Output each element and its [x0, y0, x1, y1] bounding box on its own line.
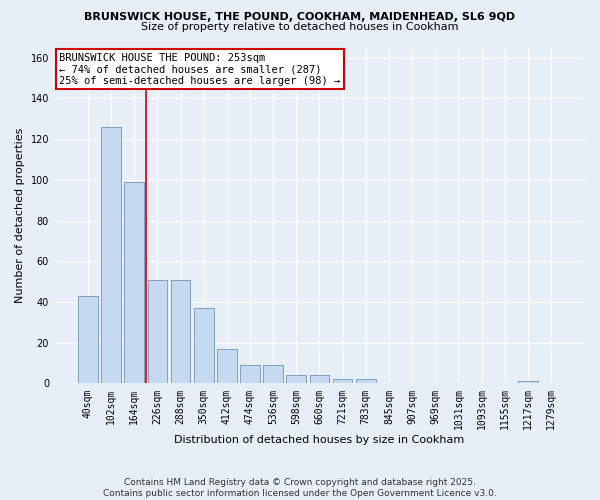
Bar: [170, 280, 190, 384]
Bar: [263, 365, 283, 384]
Text: BRUNSWICK HOUSE THE POUND: 253sqm
← 74% of detached houses are smaller (287)
25%: BRUNSWICK HOUSE THE POUND: 253sqm ← 74% …: [59, 52, 340, 86]
Y-axis label: Number of detached properties: Number of detached properties: [15, 128, 25, 303]
Bar: [78, 296, 98, 384]
Bar: [101, 127, 121, 384]
Bar: [217, 349, 236, 384]
Bar: [124, 182, 144, 384]
X-axis label: Distribution of detached houses by size in Cookham: Distribution of detached houses by size …: [175, 435, 464, 445]
Text: BRUNSWICK HOUSE, THE POUND, COOKHAM, MAIDENHEAD, SL6 9QD: BRUNSWICK HOUSE, THE POUND, COOKHAM, MAI…: [85, 12, 515, 22]
Bar: [518, 382, 538, 384]
Bar: [240, 365, 260, 384]
Bar: [148, 280, 167, 384]
Bar: [286, 376, 306, 384]
Bar: [310, 376, 329, 384]
Text: Contains HM Land Registry data © Crown copyright and database right 2025.
Contai: Contains HM Land Registry data © Crown c…: [103, 478, 497, 498]
Bar: [333, 380, 352, 384]
Text: Size of property relative to detached houses in Cookham: Size of property relative to detached ho…: [141, 22, 459, 32]
Bar: [194, 308, 214, 384]
Bar: [356, 380, 376, 384]
